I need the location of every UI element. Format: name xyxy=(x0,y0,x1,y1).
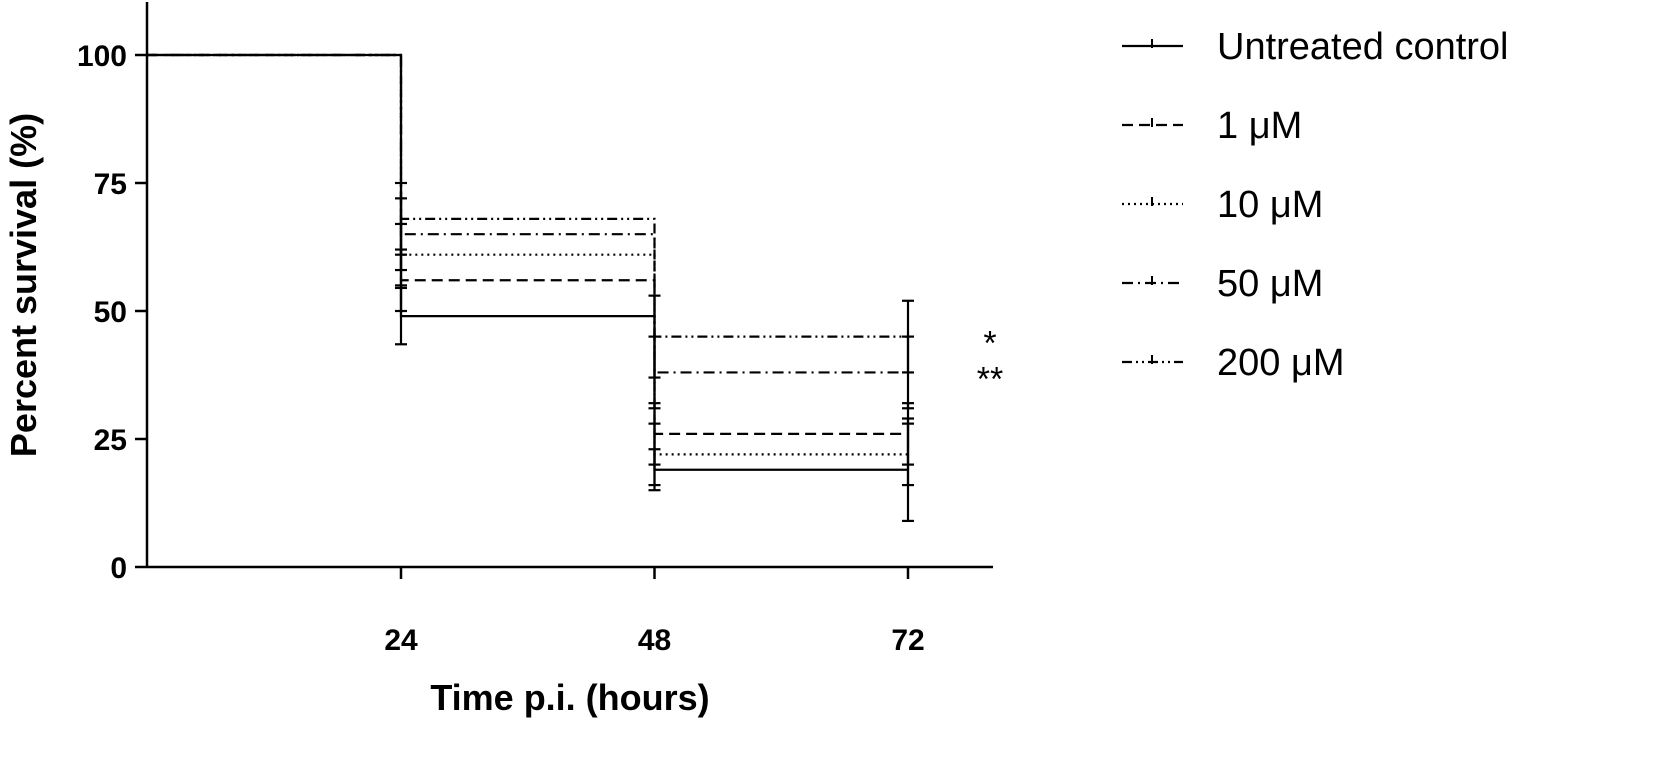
series-layer xyxy=(147,53,914,523)
legend-item: 200 μM xyxy=(1122,342,1345,384)
series-2 xyxy=(147,53,914,487)
legend-item: 10 μM xyxy=(1122,184,1323,226)
series-line xyxy=(147,53,908,374)
y-tick-label: 25 xyxy=(94,424,127,457)
series-line xyxy=(147,53,908,456)
legend-item: Untreated control xyxy=(1122,26,1509,68)
x-axis-title: Time p.i. (hours) xyxy=(430,677,709,718)
y-tick-label: 100 xyxy=(77,40,127,73)
series-line xyxy=(147,53,908,435)
legend-label: 50 μM xyxy=(1217,263,1323,305)
x-tick-label: 24 xyxy=(384,624,418,657)
y-axis-title: Percent survival (%) xyxy=(3,113,44,457)
significance-marker: ** xyxy=(977,360,1003,398)
series-4 xyxy=(147,53,914,379)
annotation-layer: *** xyxy=(977,325,1003,399)
y-tick-label: 75 xyxy=(94,168,127,201)
legend-label: 200 μM xyxy=(1217,342,1345,384)
series-line xyxy=(147,53,908,471)
legend: Untreated control 1 μM 10 μM 50 μM 200 μM xyxy=(1122,26,1509,384)
series-0 xyxy=(147,53,914,523)
legend-label: 1 μM xyxy=(1217,105,1302,147)
legend-label: 10 μM xyxy=(1217,184,1323,226)
series-1 xyxy=(147,53,914,466)
legend-item: 50 μM xyxy=(1122,263,1323,305)
x-tick-label: 72 xyxy=(891,624,924,657)
axes: 0 25 50 75 100 24 48 72 xyxy=(77,2,993,657)
x-tick-label: 48 xyxy=(638,624,671,657)
series-3 xyxy=(147,53,914,410)
y-tick-label: 0 xyxy=(110,552,127,585)
legend-label: Untreated control xyxy=(1217,26,1509,68)
y-tick-label: 50 xyxy=(94,296,127,329)
significance-marker: * xyxy=(983,325,996,363)
series-line xyxy=(147,53,908,338)
legend-item: 1 μM xyxy=(1122,105,1302,147)
